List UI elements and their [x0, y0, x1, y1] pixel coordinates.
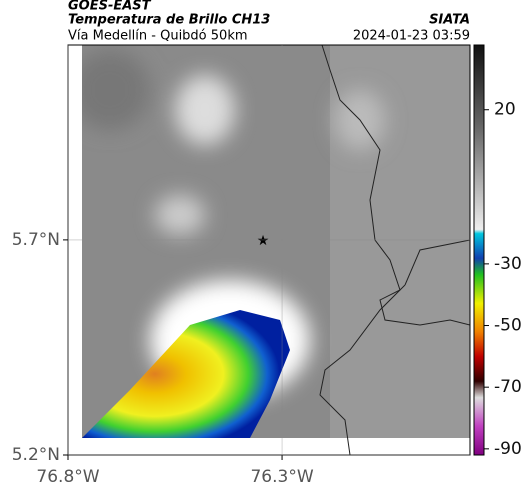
y-tick-label: 5.2°N: [12, 445, 60, 465]
datetime: 2024-01-23 03:59: [353, 29, 470, 44]
colorbar: [473, 44, 485, 456]
imagery: [68, 45, 470, 455]
title: GOES-EAST: [68, 0, 152, 14]
colorbar-tick-label: -90: [494, 439, 522, 459]
x-tick-label: 76.8°W: [36, 467, 99, 487]
colorbar-tick-label: -50: [494, 316, 522, 336]
x-tick-label: 76.3°W: [250, 467, 313, 487]
y-tick-label: 5.7°N: [12, 230, 60, 250]
colorbar-tick-label: 20: [494, 100, 516, 120]
source: SIATA: [429, 13, 470, 28]
city-marker: ★: [257, 233, 270, 249]
colorbar-tick-label: -30: [494, 254, 522, 274]
colorbar-tick-label: -70: [494, 377, 522, 397]
route: Vía Medellín - Quibdó 50km: [68, 29, 248, 44]
subtitle: Temperatura de Brillo CH13: [68, 13, 270, 28]
